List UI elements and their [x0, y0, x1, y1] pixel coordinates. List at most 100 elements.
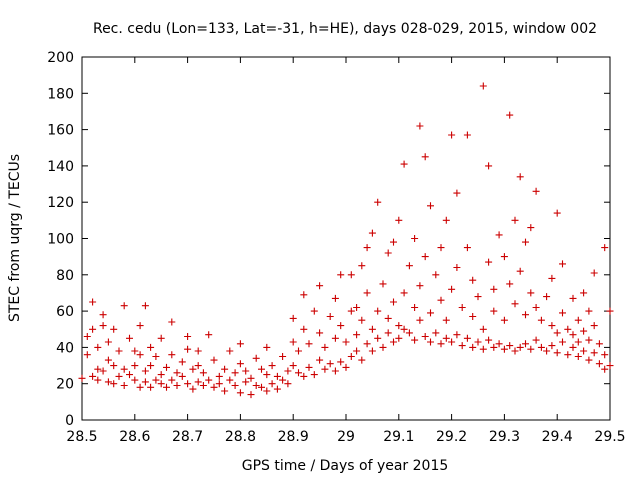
x-tick-label: 29.5: [594, 429, 625, 445]
data-point: [331, 294, 339, 302]
data-point: [601, 351, 609, 359]
data-point: [506, 280, 514, 288]
data-point: [500, 316, 508, 324]
data-point: [89, 298, 97, 306]
data-point: [110, 380, 118, 388]
data-point: [548, 342, 556, 350]
data-point: [522, 311, 529, 319]
data-point: [126, 371, 133, 379]
data-point: [474, 293, 482, 301]
data-point: [442, 334, 450, 342]
data-point: [300, 291, 308, 299]
data-point: [194, 347, 202, 355]
data-point: [411, 235, 419, 242]
data-point: [89, 325, 97, 333]
y-tick-label: 100: [47, 232, 74, 248]
data-point: [131, 376, 139, 384]
data-point: [595, 340, 603, 348]
y-axis-label: STEC from uqrg / TECUs: [7, 154, 23, 322]
x-tick-label: 28.6: [119, 429, 150, 445]
data-point: [289, 362, 297, 370]
y-tick-label: 60: [56, 304, 74, 320]
y-tick-label: 20: [56, 377, 74, 393]
data-point: [395, 216, 403, 224]
data-point: [342, 363, 350, 371]
data-point: [199, 369, 207, 377]
data-point: [590, 269, 598, 277]
data-point: [289, 338, 297, 346]
data-point: [358, 316, 366, 324]
data-point: [458, 342, 466, 350]
data-point: [273, 385, 281, 393]
data-point: [157, 371, 165, 379]
y-tick-label: 180: [47, 86, 74, 102]
data-point: [189, 365, 197, 373]
data-point: [210, 383, 218, 391]
data-point: [532, 304, 540, 311]
data-point: [580, 327, 588, 335]
data-point: [347, 353, 355, 360]
data-point: [353, 347, 361, 355]
data-point: [474, 338, 482, 346]
data-point: [236, 360, 244, 368]
x-tick-label: 28.7: [172, 429, 203, 445]
data-point: [543, 293, 551, 301]
data-point: [136, 383, 144, 391]
data-point: [463, 334, 471, 342]
data-point: [347, 271, 355, 279]
data-point: [120, 302, 128, 310]
data-point: [532, 336, 540, 344]
data-point: [194, 378, 202, 386]
data-point: [210, 356, 218, 364]
data-point: [390, 238, 397, 246]
data-point: [184, 380, 192, 388]
data-point: [347, 307, 355, 315]
data-point: [173, 382, 181, 389]
data-point: [173, 369, 181, 377]
data-point: [463, 244, 471, 252]
data-point: [564, 325, 572, 333]
data-point: [184, 345, 192, 353]
data-point: [353, 304, 361, 311]
data-point: [569, 331, 577, 339]
data-point: [147, 343, 155, 351]
data-point: [305, 340, 313, 348]
data-point: [479, 82, 487, 90]
data-point: [590, 322, 598, 330]
data-point: [231, 382, 239, 389]
data-point: [231, 369, 239, 377]
data-point: [374, 307, 382, 315]
data-point: [384, 329, 392, 337]
data-point: [358, 262, 366, 270]
data-point: [226, 347, 234, 355]
data-point: [263, 343, 271, 351]
data-point: [601, 244, 609, 252]
data-point: [384, 314, 392, 322]
data-point: [126, 334, 133, 342]
data-point: [83, 351, 91, 359]
data-point: [564, 351, 572, 359]
data-point: [574, 338, 582, 346]
data-point: [368, 229, 376, 237]
data-point: [379, 343, 387, 351]
data-point: [147, 362, 155, 370]
data-point: [522, 340, 529, 348]
data-point: [427, 309, 434, 317]
data-point: [141, 367, 149, 375]
data-point: [405, 262, 413, 270]
data-point: [94, 365, 102, 373]
data-point: [416, 282, 424, 290]
data-point: [310, 307, 318, 315]
data-point: [559, 338, 566, 346]
data-point: [390, 338, 397, 346]
data-point: [363, 289, 371, 297]
data-point: [252, 354, 260, 362]
data-point: [453, 189, 461, 197]
data-point: [463, 131, 471, 139]
data-point: [485, 162, 493, 170]
y-axis: 0 20 40 60 80 100 120 140 160 180 200: [47, 50, 610, 429]
chart-title: Rec. cedu (Lon=133, Lat=-31, h=HE), days…: [93, 21, 597, 37]
data-point: [316, 282, 324, 290]
data-point: [400, 289, 408, 297]
